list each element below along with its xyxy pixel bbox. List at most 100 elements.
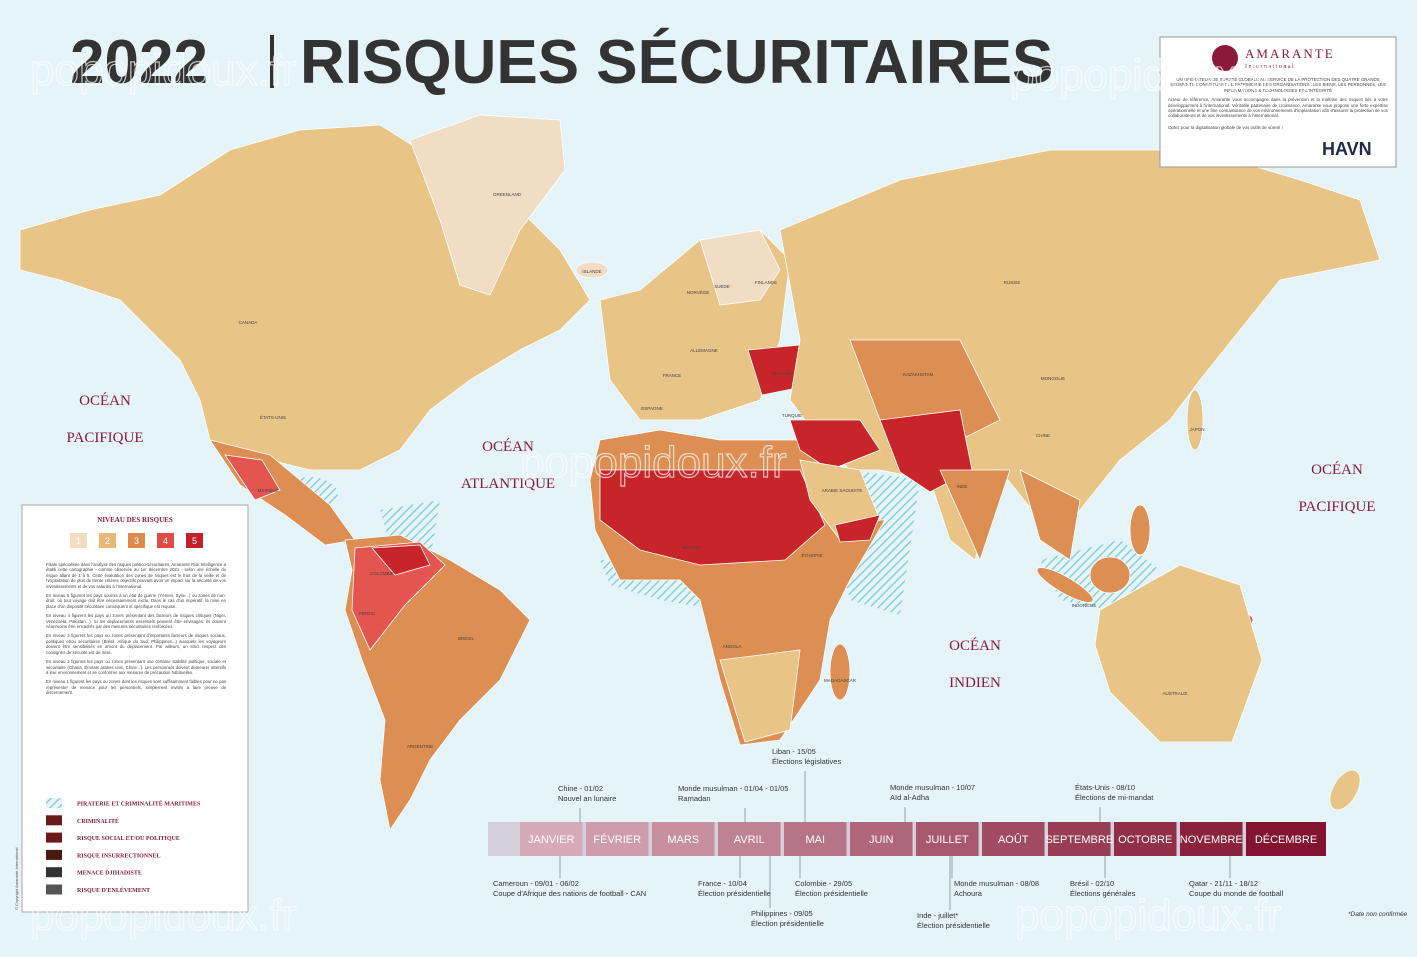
country-label: TURQUIE bbox=[782, 413, 802, 418]
country-label: FRANCE bbox=[663, 373, 682, 378]
level-swatch bbox=[186, 533, 203, 548]
greenland bbox=[409, 114, 566, 296]
country-label: RUSSIE bbox=[1004, 280, 1021, 285]
country-label: GREENLAND bbox=[493, 192, 522, 197]
month-box bbox=[784, 822, 847, 856]
ocean-label: OCÉAN bbox=[79, 392, 131, 409]
central-asia bbox=[849, 339, 1001, 441]
country-label: CANADA bbox=[239, 320, 258, 325]
country-label: NORVÈGE bbox=[687, 289, 709, 295]
company-text: Acteur de référence, Amarante vous accom… bbox=[1168, 97, 1388, 119]
ocean-label: PACIFIQUE bbox=[67, 430, 144, 446]
company-sub: International bbox=[1245, 64, 1295, 70]
event-detail: Aïd al-Adha bbox=[890, 793, 930, 802]
event-label: Chine - 01/02 bbox=[558, 784, 603, 793]
month-label: AOÛT bbox=[998, 833, 1029, 846]
legend-paragraph: En niveau 4 figurent les pays ou zones p… bbox=[46, 613, 226, 630]
month-label: NOVEMBRE bbox=[1180, 834, 1243, 846]
legend-paragraph: En niveau 3 figurent les pays ou zones p… bbox=[46, 633, 226, 655]
timeline: JANVIER FÉVRIER MARS AVRIL MAI JUIN JUILLET AOÛ… bbox=[488, 747, 1408, 930]
level-swatch bbox=[128, 533, 145, 548]
company-box: AMARANTE International UN OPÉRATEUR DE S… bbox=[1159, 36, 1397, 168]
country-label: AUSTRALIE bbox=[1162, 691, 1187, 696]
philippines bbox=[1129, 504, 1151, 556]
country-label: PÉROU bbox=[359, 610, 375, 616]
country-label: ARABIE SAOUDITE bbox=[822, 488, 863, 493]
india bbox=[939, 469, 1011, 562]
month-label: MAI bbox=[805, 834, 825, 846]
month-box bbox=[1048, 822, 1111, 856]
legend-paragraphs: Filiale spécialisée dans l'analyse des r… bbox=[46, 562, 226, 696]
venezuela bbox=[371, 544, 431, 576]
country-labels: GREENLAND ISLANDE CANADA ÉTATS-UNIS MEXIQUE B… bbox=[239, 192, 1205, 749]
month-box bbox=[916, 822, 979, 856]
land bbox=[19, 114, 1381, 832]
month-label: JANVIER bbox=[528, 834, 575, 846]
country-label: MONGOLIE bbox=[1041, 376, 1065, 381]
legend-icon bbox=[46, 884, 62, 895]
iceland bbox=[575, 261, 609, 279]
month-label: MARS bbox=[667, 834, 699, 846]
event-label: Monde musulman - 01/04 - 01/05 bbox=[678, 784, 788, 793]
level-swatch bbox=[70, 533, 87, 548]
month-box bbox=[982, 822, 1045, 856]
yemen bbox=[834, 514, 881, 543]
month-label: JUILLET bbox=[926, 834, 969, 846]
event-label: Colombie - 29/05 bbox=[795, 879, 852, 888]
event-detail: Élections législatives bbox=[772, 757, 841, 766]
legend-paragraph: En niveau 2 figurent les pays ou zones p… bbox=[46, 659, 226, 675]
new-zealand bbox=[1329, 769, 1361, 811]
legend: NIVEAU DES RISQUES 1 2 3 4 5 Filiale spécial… bbox=[14, 504, 249, 913]
se-asia bbox=[1019, 469, 1081, 561]
month-label: SEPTEMBRE bbox=[1045, 834, 1113, 846]
watermark: popopidoux.fr bbox=[30, 46, 297, 95]
madagascar bbox=[829, 643, 851, 701]
australia bbox=[1094, 564, 1263, 743]
middle-east bbox=[789, 419, 881, 471]
level-label: 1 bbox=[76, 536, 81, 546]
watermarks: popopidoux.fr popopidoux.fr popopidoux.fr p… bbox=[29, 45, 1282, 940]
event-label: Philippines - 09/05 bbox=[751, 909, 813, 918]
country-label: MEXIQUE bbox=[258, 488, 279, 493]
ocean-label: OCÉAN bbox=[949, 637, 1001, 654]
event-label: États-Unis - 08/10 bbox=[1075, 783, 1135, 792]
event-detail: Élections de mi-mandat bbox=[1075, 793, 1154, 802]
legend-icon bbox=[46, 815, 62, 826]
month-label: DÉCEMBRE bbox=[1255, 833, 1317, 846]
country-label: ÉTATS-UNIS bbox=[260, 414, 286, 420]
month-box bbox=[850, 822, 913, 856]
country-label: KAZAKHSTAN bbox=[903, 372, 933, 377]
legend-levels: 1 2 3 4 5 bbox=[70, 533, 203, 548]
legend-title: NIVEAU DES RISQUES bbox=[97, 516, 173, 524]
level-label: 3 bbox=[134, 536, 139, 546]
event-detail: Coupe du monde de football bbox=[1189, 889, 1284, 898]
company-cta: Optez pour la digitalisation globale de … bbox=[1168, 124, 1283, 130]
country-label: CHINE bbox=[1036, 433, 1050, 438]
sahel bbox=[599, 469, 826, 566]
legend-icon bbox=[46, 849, 62, 860]
event-detail: Élection présidentielle bbox=[751, 919, 824, 928]
month-box bbox=[1114, 822, 1177, 856]
year: 2022 bbox=[70, 28, 208, 97]
event-detail: Élection présidentielle bbox=[917, 921, 990, 930]
legend-paragraph: En niveau 5 figurent les pays soumis à u… bbox=[46, 593, 226, 609]
event-detail: Élections générales bbox=[1070, 889, 1136, 898]
country-label: ÉTHIOPIE bbox=[801, 552, 822, 558]
country-label: NIGERIA bbox=[683, 545, 702, 550]
country-label: MADAGASCAR bbox=[824, 678, 857, 683]
copyright: © Copyright Amarante International bbox=[14, 847, 19, 910]
month-box bbox=[718, 822, 781, 856]
legend-item: PIRATERIE ET CRIMINALITÉ MARITIMES bbox=[77, 800, 201, 808]
event-label: France - 10/04 bbox=[698, 879, 747, 888]
country-label: BRÉSIL bbox=[458, 635, 475, 641]
footnote: *Date non confirmée bbox=[1348, 911, 1408, 918]
country-label: SUÈDE bbox=[714, 283, 730, 289]
country-label: JAPON bbox=[1189, 427, 1204, 432]
event-detail: Élection présidentielle bbox=[795, 889, 868, 898]
level-swatch bbox=[99, 533, 116, 548]
company-text-box: UN OPÉRATEUR DE SÛRETÉ GLOBALE AU SERVIC… bbox=[1168, 77, 1388, 130]
country-label: COLOMBIE bbox=[370, 571, 394, 576]
company-logo bbox=[1212, 45, 1238, 71]
sumatra bbox=[1036, 567, 1094, 603]
